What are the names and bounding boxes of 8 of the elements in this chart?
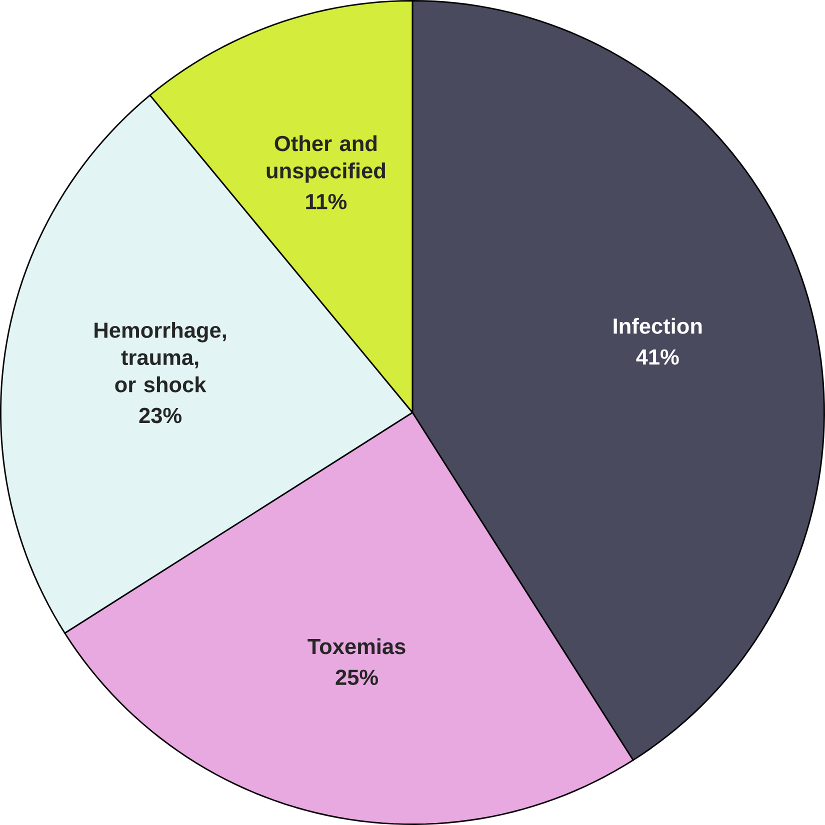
- data-label: 41%: [636, 349, 679, 365]
- data-label: 11%: [306, 194, 347, 210]
- data-label: 23%: [139, 408, 182, 424]
- slice-label: Other and unspecified: [266, 135, 386, 183]
- slice-label: Infection: [614, 318, 702, 334]
- data-label: 25%: [336, 670, 378, 686]
- slice-label: Hemorrhage, trauma, or shock: [94, 322, 226, 392]
- slice-label: Toxemias: [308, 638, 406, 654]
